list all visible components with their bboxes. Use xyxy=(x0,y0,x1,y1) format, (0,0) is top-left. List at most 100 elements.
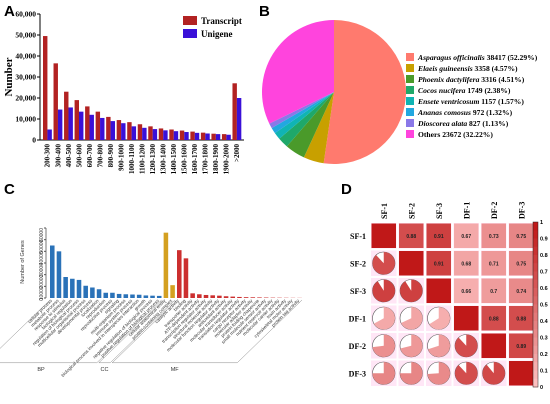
correlation-value: 0.73 xyxy=(489,234,499,240)
grid-cell xyxy=(452,359,480,387)
legend-count: 972 (1.32%) xyxy=(471,108,513,117)
go-bar xyxy=(123,294,129,298)
x-tick-label: 700-800 xyxy=(96,144,104,168)
legend-label: Cocos nucifera 1749 (2.38%) xyxy=(418,86,511,95)
group-label-mf: MF xyxy=(171,367,180,373)
pie-cell-wedge xyxy=(455,334,478,357)
go-bar xyxy=(156,295,162,298)
y-tick-label: 20,000 xyxy=(15,94,36,103)
bar-unigene xyxy=(173,131,179,140)
heatmap-cell xyxy=(454,251,479,276)
legend-species: Elaeis guineensis xyxy=(417,64,473,73)
row-label: DF-3 xyxy=(349,369,366,378)
pie-cell-wedge xyxy=(428,334,451,357)
colorbar-tick-label: 0.3 xyxy=(540,336,548,342)
correlation-value: 0.91 xyxy=(434,234,444,240)
bar-transcript xyxy=(221,134,227,140)
pie-slice xyxy=(271,92,334,134)
go-bar xyxy=(110,292,115,298)
grid-cell xyxy=(425,277,453,305)
bar-transcript xyxy=(137,124,143,140)
go-bar xyxy=(237,296,242,298)
go-bar xyxy=(183,258,189,298)
grid-cell xyxy=(480,249,508,277)
bar-transcript xyxy=(64,91,69,140)
bar-transcript xyxy=(74,100,79,140)
correlation-value: 0.68 xyxy=(461,261,471,267)
x-tick-label: 200-300 xyxy=(44,144,52,168)
colorbar-segment xyxy=(533,296,538,305)
correlation-value: 0.74 xyxy=(516,289,526,295)
go-bar xyxy=(243,297,249,298)
row-label: SF-3 xyxy=(350,287,366,296)
y-tick-label: 0 xyxy=(32,136,36,145)
bar-unigene xyxy=(68,107,73,140)
grid-cell xyxy=(370,277,398,305)
grid-cell xyxy=(370,249,398,277)
bar-unigene xyxy=(163,130,168,140)
row-label: SF-2 xyxy=(350,259,366,268)
bar-unigene xyxy=(226,134,231,140)
correlation-value: 0.91 xyxy=(434,261,444,267)
grid-cell xyxy=(452,222,480,250)
correlation-value: 0.71 xyxy=(489,261,499,267)
go-bar xyxy=(96,289,102,298)
heatmap-cell xyxy=(454,223,479,248)
x-tick-label: 1400-1500 xyxy=(170,144,178,175)
colorbar-segment xyxy=(533,304,538,314)
heatmap-cell xyxy=(509,361,534,386)
colorbar-tick-label: 0.7 xyxy=(540,270,548,276)
y-tick-label: 0 xyxy=(39,298,45,301)
heatmap-cell xyxy=(509,223,534,248)
colorbar-segment xyxy=(533,370,538,380)
legend-label-unigene: Unigene xyxy=(201,29,233,39)
legend-label: Others 23672 (32.22%) xyxy=(418,130,493,139)
legend-species: Asparagus officinalis xyxy=(417,53,485,62)
colorbar-segment xyxy=(533,230,538,239)
group-label-cc: CC xyxy=(101,367,109,373)
legend-species: Ensete ventricosum xyxy=(417,97,479,106)
column-label: SF-2 xyxy=(407,203,416,219)
pie-cell-wedge xyxy=(401,307,423,330)
go-bar xyxy=(70,278,75,298)
row-label: DF-1 xyxy=(349,314,366,323)
go-bar xyxy=(163,232,169,298)
heatmap-cell xyxy=(454,278,479,303)
grid-cell xyxy=(370,304,398,332)
colorbar-segment xyxy=(533,279,538,289)
legend-count: 38417 (52.29%) xyxy=(485,53,538,62)
bar-transcript xyxy=(85,106,90,140)
go-bar xyxy=(223,296,229,298)
go-bar xyxy=(230,296,236,298)
grid-cell xyxy=(425,332,453,360)
x-tick-label: 400-500 xyxy=(65,144,73,168)
legend-species: Others xyxy=(418,130,440,139)
x-tick-label: 900-1000 xyxy=(117,144,125,171)
grid-cell xyxy=(452,332,480,360)
grid-cell xyxy=(452,304,480,332)
bar-unigene xyxy=(184,132,189,140)
bar-transcript xyxy=(200,132,206,140)
legend-count: 1157 (1.57%) xyxy=(479,97,524,106)
legend-swatch xyxy=(406,53,414,61)
legend-count: 1749 (2.38%) xyxy=(465,86,510,95)
bar-transcript xyxy=(211,133,216,140)
bar-transcript xyxy=(179,130,185,140)
colorbar-segment xyxy=(533,263,538,272)
group-label-bp: BP xyxy=(37,367,45,373)
correlation-value: 0.7 xyxy=(490,289,497,295)
row-label: DF-2 xyxy=(349,342,366,351)
y-tick-label: 50,000 xyxy=(15,31,36,40)
bar-unigene xyxy=(110,121,115,140)
y-axis-title: Number xyxy=(3,57,15,96)
bar-unigene xyxy=(89,114,94,140)
colorbar-tick-label: 0.1 xyxy=(540,369,548,375)
bar-unigene xyxy=(57,109,63,140)
grid-cell xyxy=(425,359,453,387)
go-bar xyxy=(143,295,149,298)
y-tick-label: 40000 xyxy=(39,251,45,265)
pie-cell-wedge xyxy=(400,362,423,385)
group-bracket-line xyxy=(98,299,164,363)
colorbar-segment xyxy=(533,378,538,388)
grid-cell xyxy=(452,249,480,277)
